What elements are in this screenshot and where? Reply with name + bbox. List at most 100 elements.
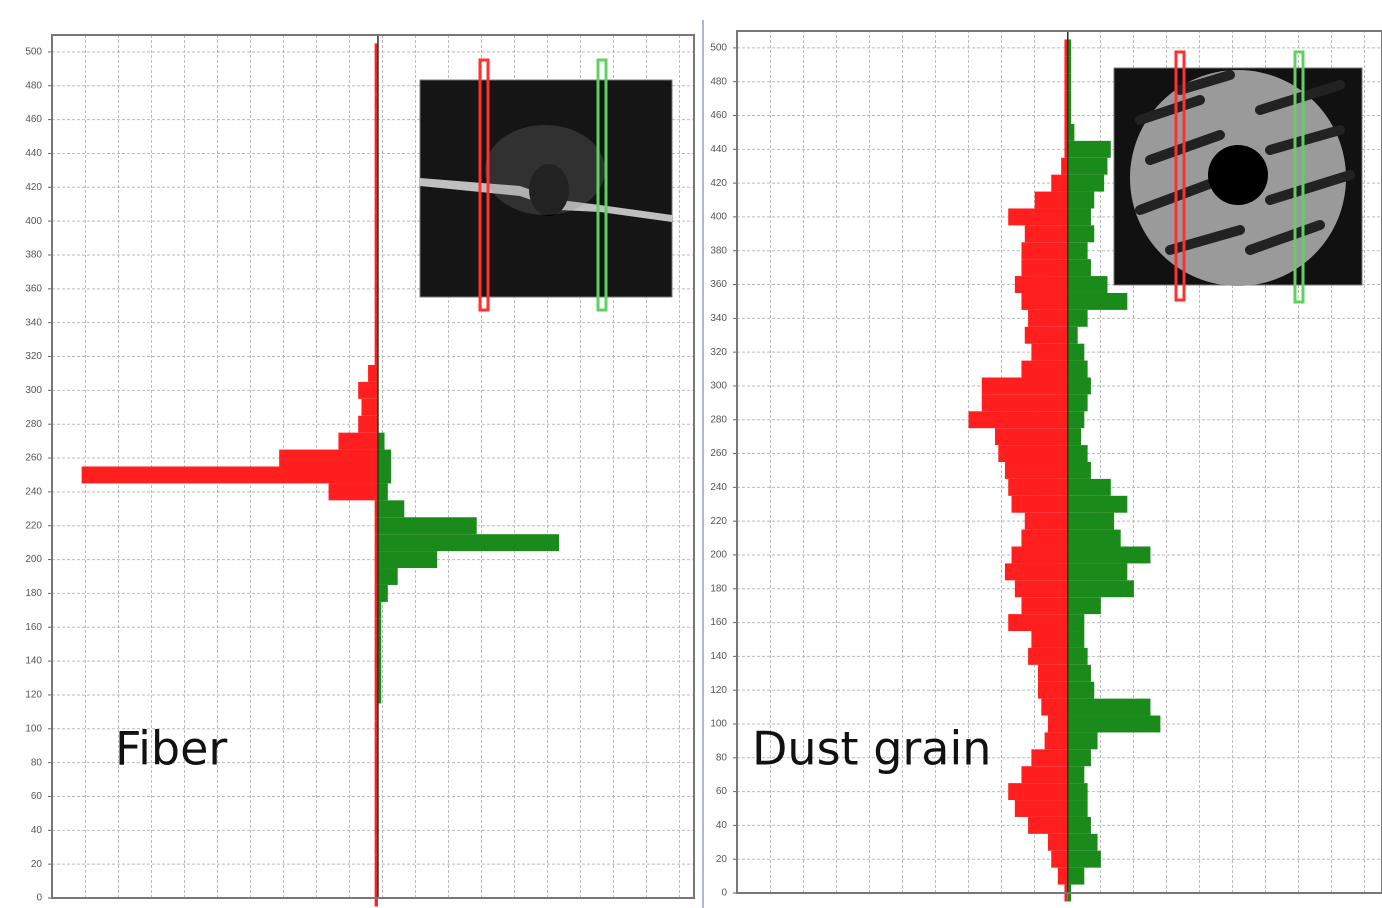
bar — [1068, 783, 1088, 800]
bar — [1068, 479, 1111, 496]
y-tick-label: 160 — [710, 617, 727, 628]
dust-inset — [1114, 52, 1362, 302]
bar — [1068, 242, 1088, 259]
bar — [1008, 208, 1068, 225]
bar — [1038, 682, 1068, 699]
bar — [1068, 394, 1088, 411]
bar — [1025, 225, 1068, 242]
bar — [1061, 158, 1068, 175]
y-tick-label: 280 — [25, 419, 42, 430]
bar — [378, 585, 388, 602]
bar — [1015, 800, 1068, 817]
bar — [329, 483, 378, 500]
bar — [378, 500, 404, 517]
bar — [1045, 732, 1068, 749]
bar — [1068, 547, 1151, 564]
bar — [338, 433, 378, 450]
bar — [1068, 158, 1108, 175]
bar — [1025, 513, 1068, 530]
bar — [1068, 445, 1088, 462]
bar — [1068, 259, 1091, 276]
y-tick-label: 40 — [716, 820, 728, 831]
bar — [1021, 597, 1067, 614]
y-tick-label: 140 — [25, 656, 42, 667]
y-tick-label: 120 — [710, 685, 727, 696]
bar — [1015, 580, 1068, 597]
bar — [1028, 648, 1068, 665]
bar — [1041, 699, 1067, 716]
y-tick-label: 340 — [25, 317, 42, 328]
bar — [1068, 614, 1085, 631]
bar — [378, 450, 391, 467]
bar — [1021, 293, 1067, 310]
y-tick-label: 380 — [710, 245, 727, 256]
bar — [1012, 547, 1068, 564]
y-tick-label: 260 — [25, 453, 42, 464]
bar — [1021, 242, 1067, 259]
y-tick-label: 300 — [710, 381, 727, 392]
y-tick-label: 180 — [710, 583, 727, 594]
bar — [1068, 462, 1091, 479]
bar — [1048, 834, 1068, 851]
bar — [378, 517, 477, 534]
bar — [1068, 800, 1088, 817]
bar — [1068, 563, 1128, 580]
bar — [1031, 344, 1067, 361]
y-tick-label: 360 — [710, 279, 727, 290]
bar — [1068, 851, 1101, 868]
bar — [1021, 361, 1067, 378]
y-tick-label: 420 — [25, 182, 42, 193]
y-tick-label: 240 — [25, 487, 42, 498]
bar — [1031, 631, 1067, 648]
bar — [1068, 597, 1101, 614]
bar — [1068, 682, 1094, 699]
y-tick-label: 300 — [25, 385, 42, 396]
bar — [1068, 327, 1078, 344]
y-tick-label: 80 — [716, 752, 728, 763]
y-tick-label: 260 — [710, 448, 727, 459]
bar — [998, 445, 1067, 462]
y-tick-label: 320 — [25, 351, 42, 362]
y-tick-label: 0 — [36, 893, 42, 904]
bar — [1025, 327, 1068, 344]
bar — [1068, 648, 1088, 665]
bar — [378, 568, 398, 585]
bar — [1068, 377, 1091, 394]
bar — [1068, 344, 1085, 361]
y-tick-label: 100 — [25, 723, 42, 734]
bar — [1035, 192, 1068, 209]
bar — [1058, 868, 1068, 885]
bar — [1068, 276, 1108, 293]
y-tick-label: 340 — [710, 313, 727, 324]
figure: 0204060801001201401601802002202402602803… — [0, 0, 1382, 908]
y-tick-label: 360 — [25, 283, 42, 294]
bar — [378, 483, 388, 500]
bar — [1008, 614, 1068, 631]
bar — [1005, 563, 1068, 580]
bar — [1012, 496, 1068, 513]
bar — [1068, 732, 1098, 749]
bar — [1068, 124, 1075, 141]
bar — [1068, 868, 1085, 885]
bar — [1068, 749, 1091, 766]
bar — [82, 467, 378, 484]
bar — [1068, 513, 1114, 530]
bar — [1068, 530, 1121, 547]
y-tick-label: 220 — [25, 520, 42, 531]
y-tick-label: 500 — [25, 47, 42, 58]
y-tick-label: 480 — [710, 76, 727, 87]
bar — [1021, 530, 1067, 547]
bar — [358, 382, 378, 399]
y-tick-label: 380 — [25, 250, 42, 261]
bar — [982, 394, 1068, 411]
y-tick-label: 200 — [710, 550, 727, 561]
y-tick-label: 400 — [710, 212, 727, 223]
bar — [1068, 716, 1161, 733]
y-tick-label: 480 — [25, 80, 42, 91]
fiber-inset — [420, 60, 672, 310]
bar — [1068, 208, 1091, 225]
annotation: Dust grain — [752, 722, 991, 776]
bar — [1005, 462, 1068, 479]
y-tick-label: 0 — [721, 888, 727, 899]
bar — [1068, 192, 1094, 209]
